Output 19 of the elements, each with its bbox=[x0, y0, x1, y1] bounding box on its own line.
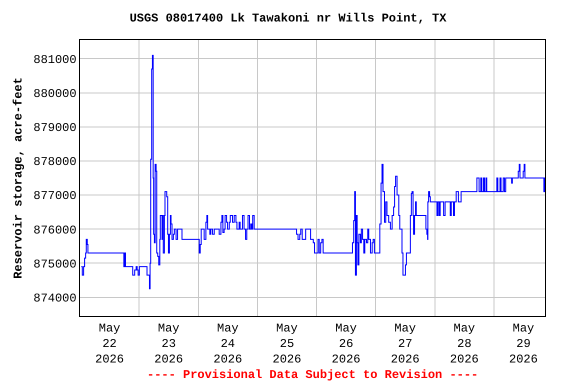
x-tick-label: May 29 2026 bbox=[509, 321, 538, 367]
y-tick-label: 877000 bbox=[33, 189, 77, 204]
x-tick-label: May 27 2026 bbox=[390, 321, 420, 367]
x-tick-label: May 28 2026 bbox=[450, 321, 479, 367]
y-tick-label: 879000 bbox=[33, 121, 77, 136]
y-tick-label: 881000 bbox=[33, 52, 77, 67]
y-tick-label: 876000 bbox=[33, 223, 77, 238]
chart-title: USGS 08017400 Lk Tawakoni nr Wills Point, TX bbox=[130, 11, 448, 26]
y-tick-label: 874000 bbox=[33, 291, 77, 306]
text: ---- Provisional Data Subject to Revision ---- bbox=[147, 368, 478, 382]
y-tick-label: 880000 bbox=[33, 87, 77, 102]
x-tick-label: May 26 2026 bbox=[332, 321, 360, 367]
x-tick-label: May 24 2026 bbox=[213, 321, 242, 367]
y-tick-label: 878000 bbox=[33, 155, 77, 170]
y-axis-title: Reservoir storage, acre-feet bbox=[12, 77, 26, 279]
y-tick-label: 875000 bbox=[33, 257, 77, 272]
x-tick-label: May 22 2026 bbox=[95, 321, 124, 367]
x-tick-label: May 25 2026 bbox=[272, 321, 302, 367]
x-tick-label: May 23 2026 bbox=[154, 321, 184, 367]
